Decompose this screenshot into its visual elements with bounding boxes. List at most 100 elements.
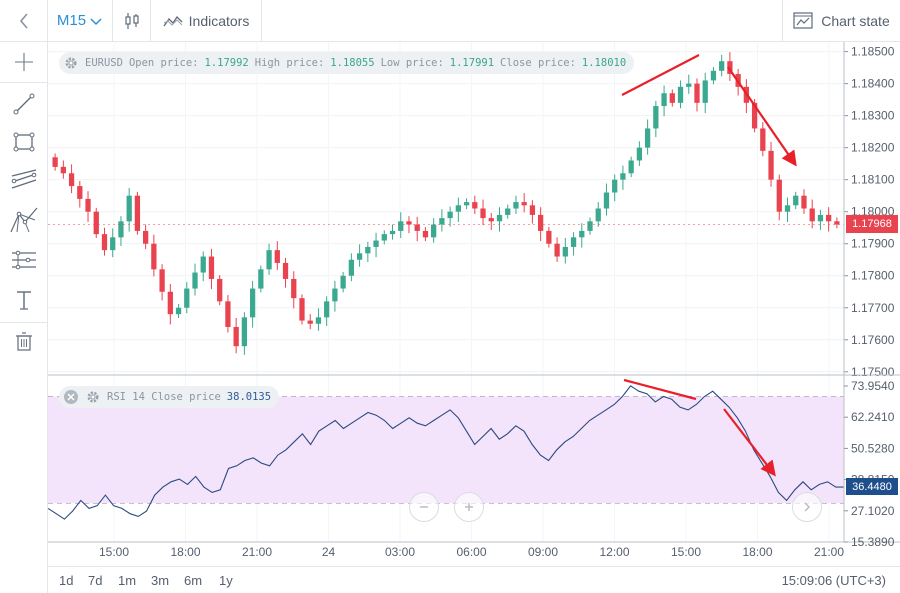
candle-body — [612, 179, 618, 193]
chart-state-button[interactable]: Chart state — [782, 0, 900, 41]
candle-body — [422, 230, 429, 238]
channel-icon — [11, 169, 36, 189]
candle-body — [143, 230, 149, 244]
chevron-left-icon — [19, 12, 28, 29]
candle-body — [562, 246, 568, 257]
range-1y[interactable]: 1y — [219, 573, 233, 588]
chart-type-button[interactable] — [113, 0, 151, 41]
candle-body — [159, 269, 165, 292]
candle-body — [488, 218, 494, 222]
current-price-tag: 1.17968 — [846, 215, 898, 233]
drawing-toolbar — [0, 42, 48, 593]
legend-open-value: 1.17992 — [204, 57, 249, 69]
candle-body — [175, 307, 182, 315]
price-tick-label: 1.17900 — [851, 237, 895, 251]
candle-body — [348, 259, 354, 276]
minus-icon — [420, 506, 428, 508]
candle-body — [258, 269, 264, 289]
candle-body — [727, 61, 733, 75]
price-tick-label: 1.17600 — [851, 333, 895, 347]
close-icon[interactable] — [63, 389, 79, 405]
legend-close-value: 1.18010 — [581, 57, 627, 69]
range-3m[interactable]: 3m — [151, 573, 170, 588]
candle-body — [686, 83, 692, 87]
candle-body — [710, 70, 717, 81]
chevron-right-icon — [804, 502, 811, 512]
candle-body — [217, 278, 223, 302]
candle-body — [793, 195, 799, 206]
trendline-tool[interactable] — [0, 86, 47, 122]
candle-body — [505, 208, 511, 215]
zoom-in-button[interactable] — [454, 492, 484, 522]
candle-body — [398, 221, 404, 231]
rsi-band — [48, 396, 844, 504]
range-1d[interactable]: 1d — [59, 573, 74, 588]
candle-body — [406, 221, 412, 225]
back-button[interactable] — [0, 0, 48, 41]
candle-body — [636, 147, 643, 161]
candle-body — [694, 83, 700, 103]
candle-body — [241, 317, 248, 347]
rsi-tick-label: 15.3890 — [851, 535, 895, 549]
rectangle-icon — [13, 132, 34, 152]
chart-canvas[interactable]: 1.18500 1.18400 1.18300 1.18200 1.18100 1.180… — [48, 42, 900, 566]
zoom-out-button[interactable] — [409, 492, 439, 522]
candle-body — [373, 240, 379, 247]
candle-body — [529, 205, 536, 215]
candle-body — [167, 291, 173, 315]
pitchfork-tool[interactable] — [0, 202, 47, 238]
fib-icon — [11, 250, 36, 270]
candle-body — [521, 202, 527, 206]
price-tick-label: 1.18100 — [851, 173, 895, 187]
candle-body — [480, 208, 486, 219]
rsi-legend: RSI 14 Close price 38.0135 — [59, 386, 280, 408]
chevron-down-icon — [90, 17, 102, 25]
candle-body — [365, 246, 371, 254]
range-1m[interactable]: 1m — [118, 573, 137, 588]
candle-body — [538, 214, 544, 231]
clock: 15:09:06 (UTC+3) — [781, 573, 886, 588]
annotation-rsi-trendline — [623, 378, 697, 401]
indicators-button[interactable]: Indicators — [151, 0, 262, 41]
candle-body — [677, 86, 684, 103]
time-tick-label: 12:00 — [599, 545, 629, 559]
rectangle-tool[interactable] — [0, 124, 47, 160]
time-tick-label: 18:00 — [170, 545, 200, 559]
candle-body — [340, 275, 346, 289]
rsi-tick-label: 50.5280 — [851, 441, 895, 455]
candle-body — [307, 320, 313, 324]
candle-body — [463, 202, 470, 206]
candle-body — [192, 272, 198, 289]
crosshair-icon — [14, 53, 33, 71]
time-tick-label: 21:00 — [242, 545, 272, 559]
candle-body — [233, 326, 239, 347]
delete-drawings-button[interactable] — [0, 324, 47, 360]
candle-body — [579, 230, 585, 238]
trendline-icon — [13, 93, 34, 115]
crosshair-tool[interactable] — [0, 44, 47, 80]
text-tool[interactable] — [0, 282, 47, 318]
annotation-price-trendline — [621, 54, 700, 96]
range-7d[interactable]: 7d — [88, 573, 103, 588]
candle-body — [661, 93, 667, 107]
time-tick-label: 06:00 — [456, 545, 486, 559]
candle-body — [702, 80, 708, 103]
channel-tool[interactable] — [0, 162, 47, 198]
fib-tool[interactable] — [0, 242, 47, 278]
candle-body — [381, 234, 387, 241]
settings-gear-icon[interactable] — [63, 55, 79, 71]
candle-body — [439, 218, 445, 225]
candle-body — [77, 186, 83, 199]
interval-select[interactable]: M15 — [48, 0, 113, 41]
candle-body — [644, 128, 651, 148]
candle-body — [93, 211, 99, 235]
price-tick-label: 1.18200 — [851, 141, 895, 155]
scroll-right-button[interactable] — [792, 492, 822, 522]
range-6m[interactable]: 6m — [184, 573, 203, 588]
price-legend: EURUSD Open price: 1.17992 High price: 1… — [59, 52, 635, 74]
settings-gear-icon[interactable] — [85, 389, 101, 405]
current-rsi-tag: 36.4480 — [846, 478, 898, 495]
candle-body — [60, 166, 66, 174]
candle-body — [52, 157, 58, 167]
